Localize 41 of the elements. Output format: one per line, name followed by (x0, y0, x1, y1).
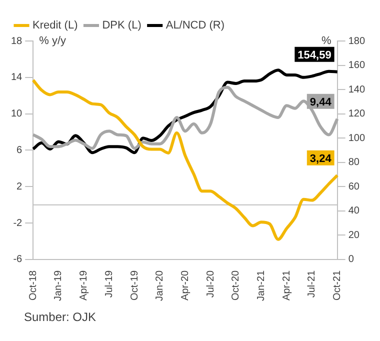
y2-axis-title: % (322, 35, 332, 48)
y2-tick-label: 20 (348, 230, 360, 241)
y2-tick-label: 120 (348, 108, 366, 120)
x-tick-label: Jul-20 (205, 270, 216, 298)
x-tick-label: Apr-21 (281, 270, 292, 300)
y-tick-label: 10 (11, 108, 23, 120)
y2-tick-label: 60 (348, 181, 360, 192)
legend-label: Kredit (L) (32, 20, 78, 32)
y-tick-label: -2 (13, 218, 23, 229)
y-axis-title: % y/y (39, 35, 67, 48)
y-tick-label: -6 (13, 254, 23, 266)
data-label: 9,44 (310, 96, 332, 108)
y-tick-label: 14 (11, 72, 23, 84)
x-tick-label: Oct-19 (129, 270, 140, 300)
x-tick-label: Oct-20 (230, 270, 242, 300)
data-label: 154,59 (298, 49, 332, 62)
line-series (32, 78, 339, 241)
y-tick-label: 18 (11, 36, 23, 47)
y2-tick-label: 160 (348, 60, 366, 72)
x-tick-label: Jul-19 (104, 270, 115, 298)
x-tick-label: Jan-20 (154, 270, 166, 301)
x-tick-label: Jul-21 (306, 270, 318, 298)
x-tick-label: Jan-19 (53, 270, 64, 301)
data-label: 3,24 (310, 152, 332, 165)
y2-tick-label: 140 (348, 84, 366, 96)
legend-label: DPK (L) (102, 20, 142, 32)
legend-label: AL/NCD (R) (166, 20, 225, 32)
y-tick-label: 6 (16, 144, 23, 156)
x-tick-label: Apr-19 (78, 270, 90, 300)
x-tick-label: Oct-21 (332, 270, 344, 300)
text: Sumber: OJK (24, 310, 98, 324)
y2-tick-label: 40 (348, 206, 360, 217)
y2-tick-label: 100 (348, 132, 366, 144)
x-tick-label: Apr-20 (180, 270, 191, 300)
y2-tick-label: 0 (348, 254, 354, 266)
y2-tick-label: 80 (348, 157, 360, 168)
line-series (32, 86, 339, 150)
y-tick-label: 2 (16, 181, 23, 192)
x-tick-label: Jan-21 (256, 270, 268, 301)
x-tick-label: Oct-18 (28, 270, 39, 300)
y2-tick-label: 180 (348, 36, 366, 47)
